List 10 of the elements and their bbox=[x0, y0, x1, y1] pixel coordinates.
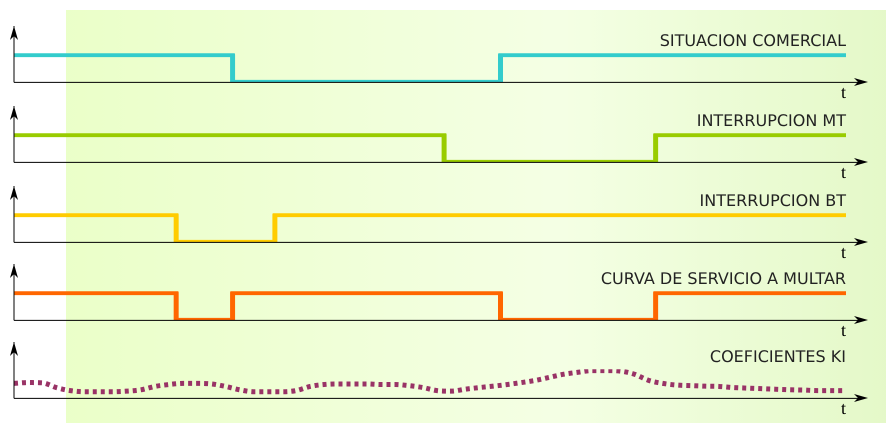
chart-title: SITUACION COMERCIAL bbox=[660, 30, 846, 50]
chart-title: INTERRUPCION MT bbox=[696, 110, 846, 130]
chart-title: CURVA DE SERVICIO A MULTAR bbox=[600, 268, 846, 288]
x-axis-title: t bbox=[840, 242, 846, 262]
x-axis-title: t bbox=[840, 320, 846, 340]
x-axis-title: t bbox=[840, 82, 846, 102]
chart-title: COEFICIENTES KI bbox=[710, 346, 846, 366]
x-axis-title: t bbox=[840, 398, 846, 418]
x-axis-title: t bbox=[840, 162, 846, 182]
chart-title: INTERRUPCION BT bbox=[700, 190, 846, 210]
